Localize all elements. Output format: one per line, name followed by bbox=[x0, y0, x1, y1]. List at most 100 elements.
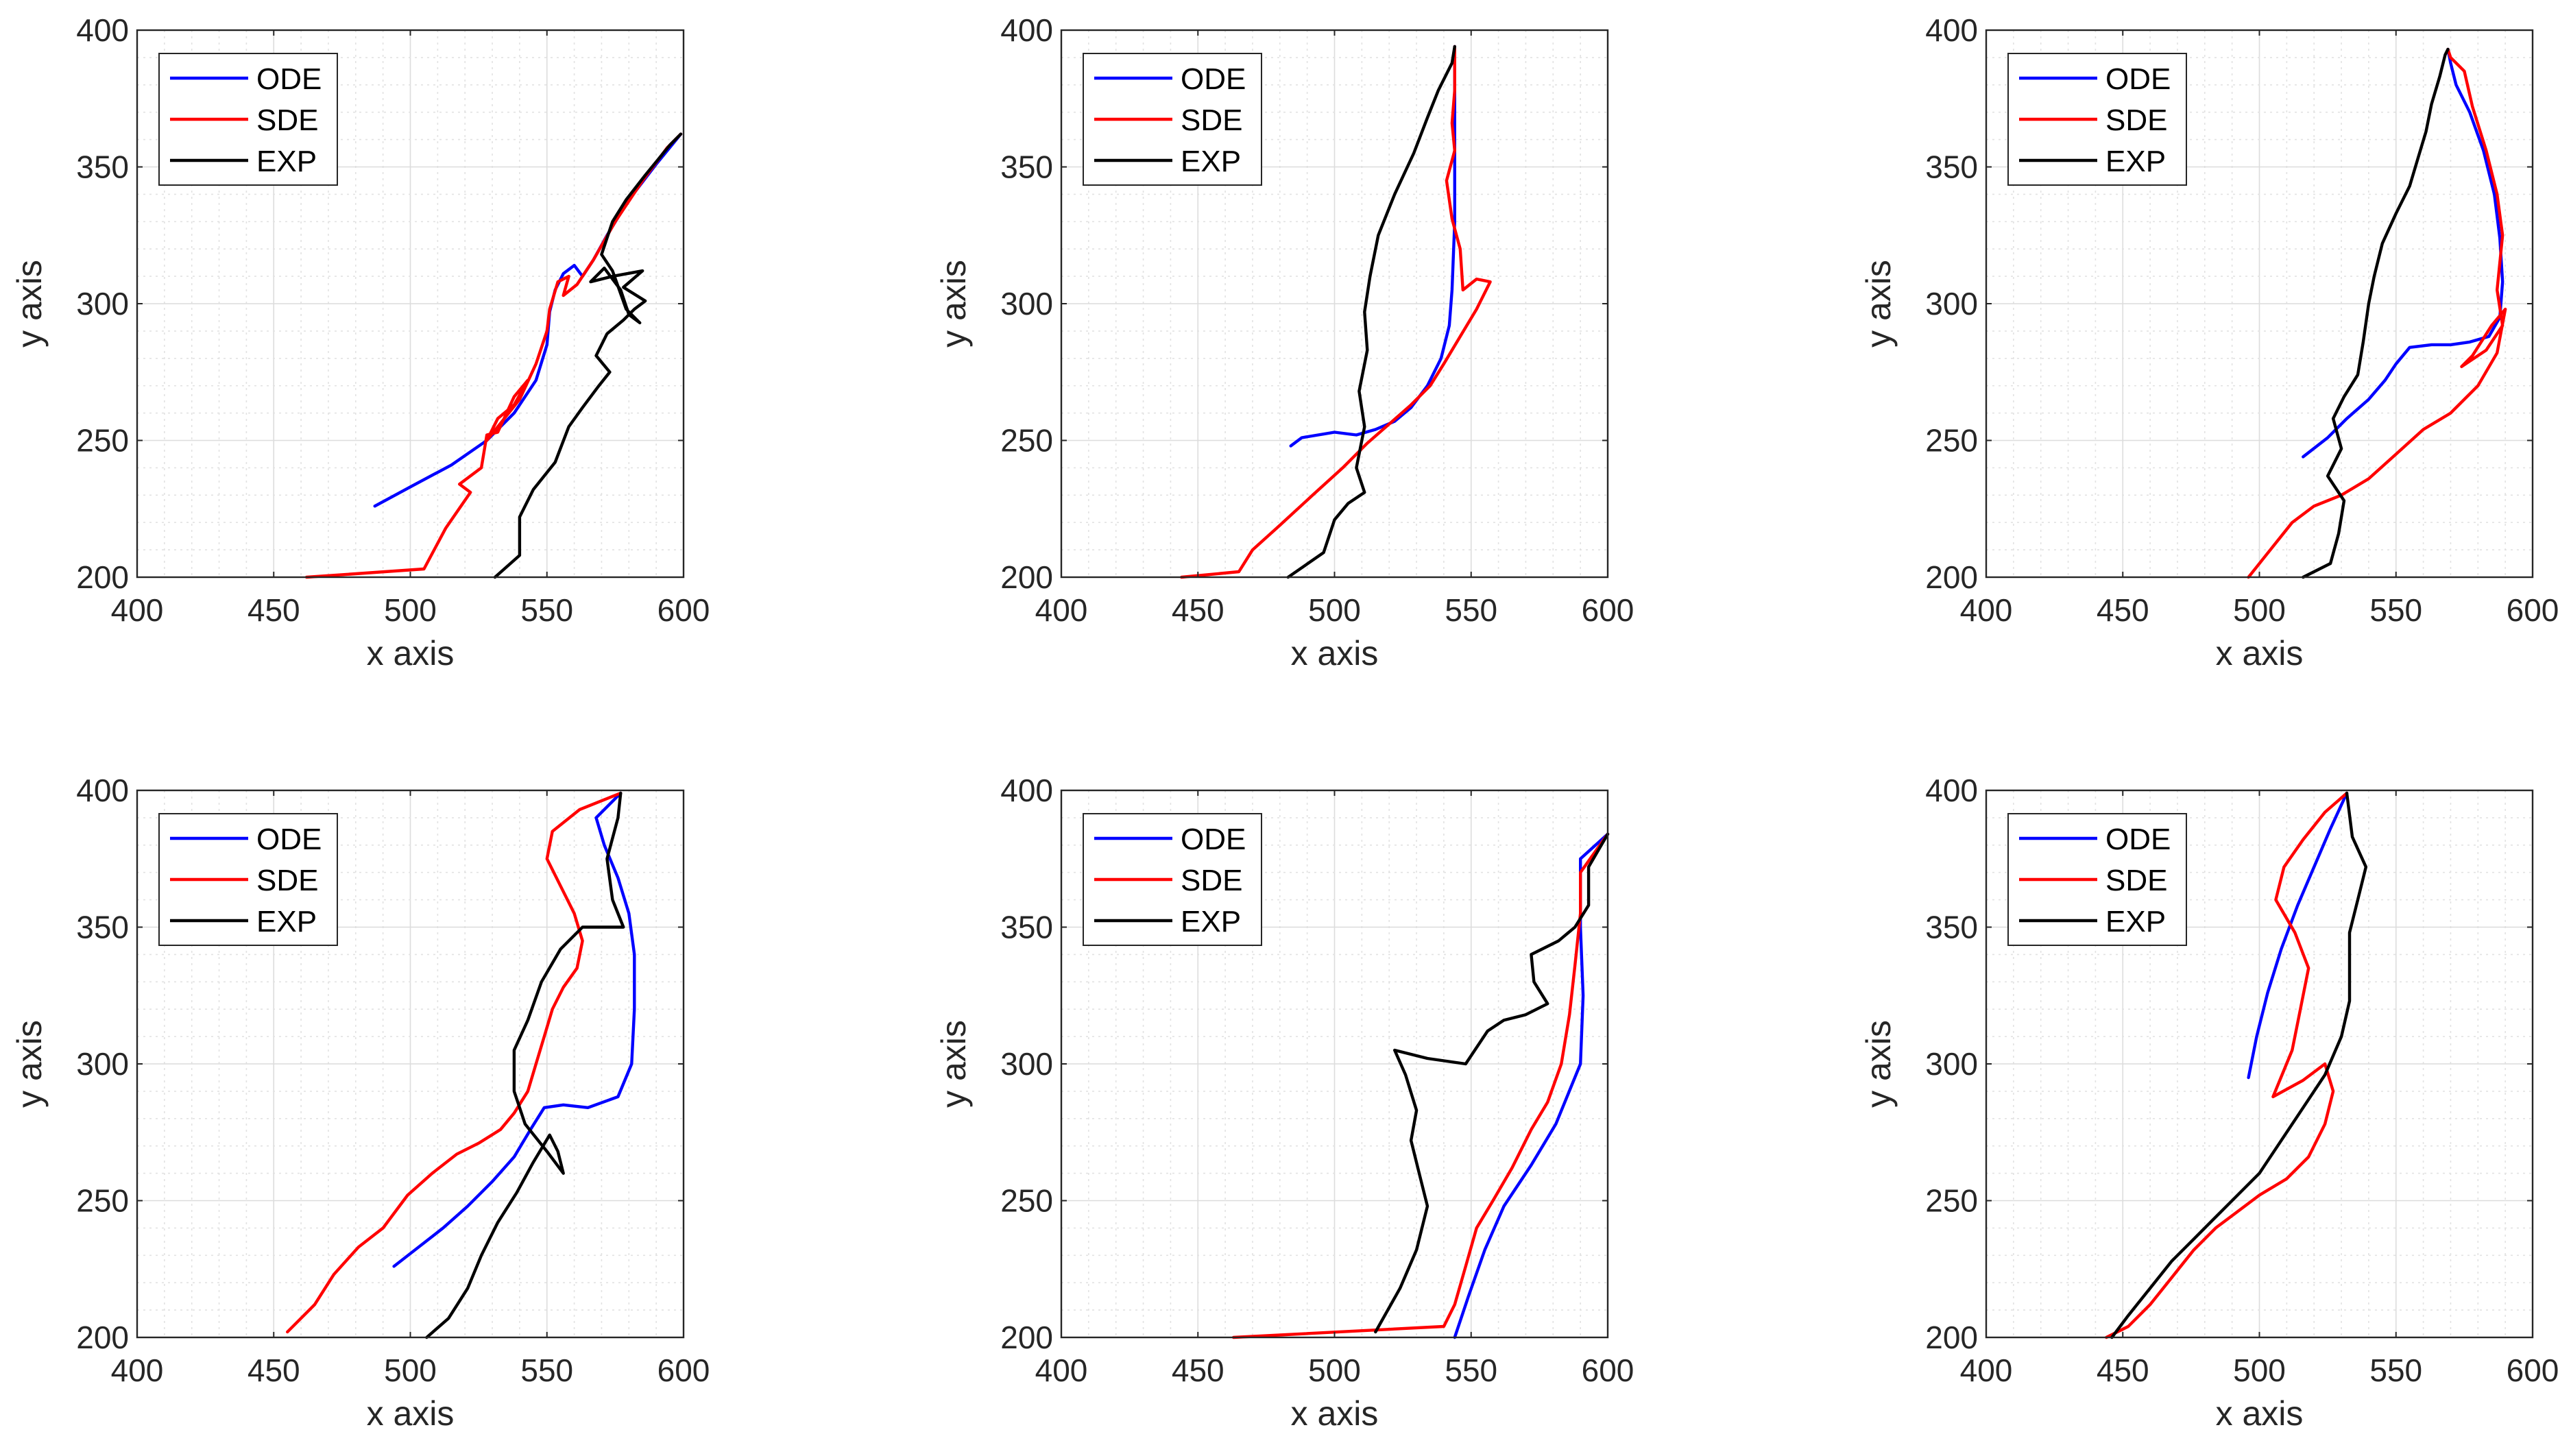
legend: ODE SDE EXP bbox=[158, 813, 338, 946]
y-tick-label: 350 bbox=[1925, 910, 1978, 945]
y-tick-label: 300 bbox=[1000, 1046, 1053, 1082]
y-tick-label: 200 bbox=[1925, 559, 1978, 595]
y-tick-label: 250 bbox=[1925, 423, 1978, 459]
x-tick-label: 450 bbox=[2097, 1352, 2149, 1388]
x-tick-label: 600 bbox=[2507, 1352, 2559, 1388]
series-line-exp bbox=[2302, 47, 2450, 579]
x-axis-label: x axis bbox=[367, 1394, 455, 1433]
y-tick-label: 300 bbox=[76, 1046, 129, 1082]
x-tick-label: 400 bbox=[1960, 592, 2013, 628]
y-tick-label: 400 bbox=[76, 12, 129, 48]
y-tick-label: 300 bbox=[1925, 1046, 1978, 1082]
y-tick-label: 250 bbox=[1925, 1183, 1978, 1219]
series-line-sde bbox=[2105, 791, 2349, 1339]
y-tick-label: 200 bbox=[1925, 1320, 1978, 1355]
y-tick-label: 400 bbox=[1000, 12, 1053, 48]
x-tick-label: 550 bbox=[520, 592, 573, 628]
series-line-sde bbox=[304, 132, 683, 579]
x-tick-label: 500 bbox=[1308, 1352, 1361, 1388]
x-tick-label: 500 bbox=[384, 592, 437, 628]
legend: ODE SDE EXP bbox=[2007, 53, 2187, 186]
y-tick-label: 400 bbox=[1000, 773, 1053, 808]
x-tick-label: 450 bbox=[1172, 592, 1224, 628]
series-line-sde bbox=[286, 791, 623, 1334]
x-tick-label: 500 bbox=[2233, 1352, 2286, 1388]
legend-label-sde: SDE bbox=[256, 104, 318, 137]
x-tick-label: 550 bbox=[1445, 592, 1497, 628]
y-tick-label: 350 bbox=[76, 910, 129, 945]
x-tick-label: 450 bbox=[2097, 592, 2149, 628]
x-axis-label: x axis bbox=[1291, 1394, 1379, 1433]
legend: ODE SDE EXP bbox=[1083, 813, 1262, 946]
subplot-2: 400 450 500 550 600 200 250 300 350 400 x axis y ax… bbox=[934, 12, 1634, 672]
series-line-sde bbox=[1231, 832, 1610, 1339]
legend-label-exp: EXP bbox=[256, 905, 317, 938]
y-tick-label: 400 bbox=[1925, 773, 1978, 808]
legend-label-ode: ODE bbox=[256, 823, 322, 856]
x-tick-label: 400 bbox=[1960, 1352, 2013, 1388]
subplot-3: 400 450 500 550 600 200 250 300 350 400 x axis y ax… bbox=[1859, 12, 2559, 672]
x-tick-label: 600 bbox=[657, 592, 710, 628]
y-axis-label: y axis bbox=[1859, 1020, 1898, 1108]
x-tick-label: 400 bbox=[111, 1352, 164, 1388]
x-tick-label: 600 bbox=[1582, 592, 1634, 628]
y-axis-label: y axis bbox=[10, 260, 49, 348]
x-axis-label: x axis bbox=[2216, 634, 2304, 672]
x-tick-label: 550 bbox=[1445, 1352, 1497, 1388]
series-line-exp bbox=[2110, 791, 2368, 1339]
y-tick-label: 300 bbox=[1925, 286, 1978, 321]
subplot-6: 400 450 500 550 600 200 250 300 350 400 x axis y ax… bbox=[1859, 773, 2559, 1433]
series-line-ode bbox=[1289, 45, 1456, 448]
y-tick-label: 350 bbox=[1000, 149, 1053, 185]
x-tick-label: 550 bbox=[2369, 592, 2422, 628]
x-tick-label: 400 bbox=[111, 592, 164, 628]
x-tick-label: 500 bbox=[2233, 592, 2286, 628]
legend: ODE SDE EXP bbox=[2007, 813, 2187, 946]
x-tick-label: 450 bbox=[248, 1352, 300, 1388]
y-tick-label: 400 bbox=[76, 773, 129, 808]
series-line-ode bbox=[392, 791, 636, 1268]
legend-label-ode: ODE bbox=[1181, 62, 1246, 96]
y-tick-label: 200 bbox=[1000, 559, 1053, 595]
y-tick-label: 250 bbox=[76, 423, 129, 459]
legend-label-sde: SDE bbox=[2105, 864, 2167, 897]
y-tick-label: 200 bbox=[76, 559, 129, 595]
series-line-exp bbox=[425, 791, 625, 1339]
y-tick-label: 350 bbox=[1000, 910, 1053, 945]
y-tick-label: 200 bbox=[76, 1320, 129, 1355]
x-tick-label: 450 bbox=[248, 592, 300, 628]
legend-label-exp: EXP bbox=[2105, 145, 2166, 178]
legend-label-ode: ODE bbox=[2105, 823, 2171, 856]
y-tick-label: 300 bbox=[1000, 286, 1053, 321]
series-line-sde bbox=[1180, 45, 1492, 579]
x-tick-label: 500 bbox=[384, 1352, 437, 1388]
y-tick-label: 250 bbox=[1000, 423, 1053, 459]
x-axis-label: x axis bbox=[367, 634, 455, 672]
x-tick-label: 500 bbox=[1308, 592, 1361, 628]
legend: ODE SDE EXP bbox=[1083, 53, 1262, 186]
legend-label-exp: EXP bbox=[256, 145, 317, 178]
x-tick-label: 400 bbox=[1035, 1352, 1088, 1388]
x-tick-label: 450 bbox=[1172, 1352, 1224, 1388]
series-line-exp bbox=[1374, 832, 1610, 1334]
y-axis-label: y axis bbox=[10, 1020, 49, 1108]
y-axis-label: y axis bbox=[934, 1020, 973, 1108]
x-axis-label: x axis bbox=[2216, 1394, 2304, 1433]
series-line-exp bbox=[493, 132, 683, 579]
y-tick-label: 350 bbox=[1925, 149, 1978, 185]
legend-label-sde: SDE bbox=[1181, 864, 1242, 897]
x-tick-label: 600 bbox=[657, 1352, 710, 1388]
legend-label-exp: EXP bbox=[1181, 145, 1241, 178]
y-axis-label: y axis bbox=[1859, 260, 1898, 348]
x-tick-label: 600 bbox=[2507, 592, 2559, 628]
series-line-ode bbox=[2302, 47, 2504, 459]
y-tick-label: 250 bbox=[1000, 1183, 1053, 1219]
series-line-ode bbox=[2247, 791, 2349, 1080]
legend-label-exp: EXP bbox=[1181, 905, 1241, 938]
legend: ODE SDE EXP bbox=[158, 53, 338, 186]
subplot-5: 400 450 500 550 600 200 250 300 350 400 x axis y ax… bbox=[934, 773, 1634, 1433]
legend-label-sde: SDE bbox=[256, 864, 318, 897]
y-tick-label: 400 bbox=[1925, 12, 1978, 48]
legend-label-exp: EXP bbox=[2105, 905, 2166, 938]
